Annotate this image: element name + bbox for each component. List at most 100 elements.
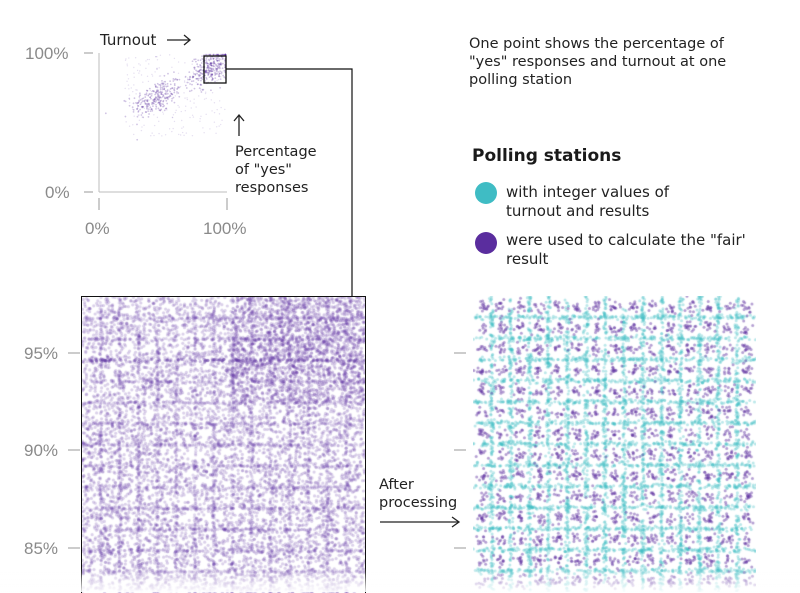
overview-point — [212, 60, 215, 63]
overview-point — [207, 74, 210, 76]
overview-point — [138, 95, 141, 98]
overview-point — [175, 109, 177, 112]
overview-point — [154, 97, 157, 100]
overview-point — [216, 59, 219, 62]
overview-point — [204, 70, 207, 73]
overview-point — [220, 62, 223, 65]
overview-point — [138, 119, 141, 122]
overview-point — [217, 56, 219, 58]
overview-point — [161, 135, 163, 137]
overview-point — [141, 126, 143, 128]
overview-point — [170, 92, 173, 95]
overview-point — [152, 105, 154, 108]
description-line-1: One point shows the percentage of — [469, 36, 724, 52]
overview-point — [202, 72, 205, 74]
overview-point — [193, 102, 195, 104]
overview-point — [203, 82, 206, 84]
overview-point — [211, 67, 213, 70]
overview-point — [165, 92, 167, 94]
overview-point — [205, 76, 208, 79]
overview-point — [154, 83, 156, 86]
overview-points — [104, 53, 227, 141]
overview-point — [148, 113, 150, 115]
overview-point — [141, 116, 143, 118]
overview-point — [204, 61, 207, 64]
overview-point — [170, 99, 173, 102]
overview-point — [141, 105, 144, 108]
overview-point — [166, 109, 168, 111]
overview-point — [163, 88, 165, 91]
overview-point — [123, 99, 126, 102]
overview-point — [207, 53, 210, 56]
overview-point — [159, 105, 162, 108]
overview-point — [139, 64, 141, 66]
overview-point — [212, 57, 215, 60]
overview-point — [193, 98, 195, 100]
overview-point — [188, 78, 191, 81]
overview-point — [203, 59, 205, 62]
overview-point — [218, 59, 221, 62]
overview-point — [145, 93, 148, 96]
overview-point — [164, 90, 167, 92]
overview-point — [161, 91, 164, 94]
overview-point — [128, 88, 130, 90]
overview-point — [198, 69, 201, 72]
overview-point — [137, 114, 139, 116]
overview-point — [178, 133, 180, 136]
overview-point — [203, 74, 205, 77]
overview-point — [151, 90, 154, 92]
overview-point — [219, 67, 221, 70]
overview-point — [133, 133, 135, 136]
overview-point — [195, 77, 198, 80]
overview-point — [201, 78, 204, 80]
overview-point — [173, 84, 176, 87]
description-line-3: polling station — [469, 72, 573, 88]
overview-point — [208, 63, 211, 66]
overview-point — [136, 108, 138, 110]
overview-point — [219, 78, 222, 81]
legend-swatch-teal — [475, 182, 497, 204]
overview-point — [220, 63, 223, 66]
overview-point — [155, 92, 158, 94]
overview-point — [212, 64, 215, 67]
overview-point — [158, 101, 160, 104]
overview-point — [211, 78, 214, 81]
overview-point — [160, 96, 162, 99]
overview-point — [184, 97, 186, 99]
overview-point — [170, 92, 173, 95]
overview-point — [224, 53, 227, 56]
overview-point — [211, 70, 213, 73]
overview-point — [200, 62, 203, 64]
overview-point — [150, 97, 152, 100]
overview-point — [154, 101, 157, 103]
yes-label-line-3: responses — [235, 180, 309, 196]
overview-point — [216, 67, 218, 70]
overview-point — [141, 112, 144, 114]
overview-point — [215, 58, 218, 61]
overview-point — [203, 98, 206, 100]
overview-point — [181, 119, 183, 122]
overview-point — [176, 88, 178, 90]
overview-point — [213, 53, 216, 56]
overview-point — [181, 127, 183, 129]
overview-point — [218, 62, 221, 65]
overview-point — [166, 90, 169, 93]
overview-point — [143, 99, 146, 102]
overview-point — [206, 71, 209, 74]
overview-point — [202, 68, 205, 71]
overview-point — [165, 107, 168, 110]
overview-point — [126, 74, 129, 76]
overview-point — [178, 86, 181, 89]
overview-point — [224, 54, 227, 57]
overview-point — [201, 55, 203, 58]
overview-point — [156, 98, 159, 101]
overview-point — [171, 87, 174, 90]
overview-point — [125, 121, 127, 123]
overview-point — [209, 73, 212, 76]
overview-point — [124, 115, 127, 118]
overview-point — [166, 96, 168, 99]
overview-point — [205, 53, 208, 56]
overview-point — [144, 103, 146, 105]
overview-point — [166, 92, 169, 95]
overview-point — [199, 64, 202, 67]
